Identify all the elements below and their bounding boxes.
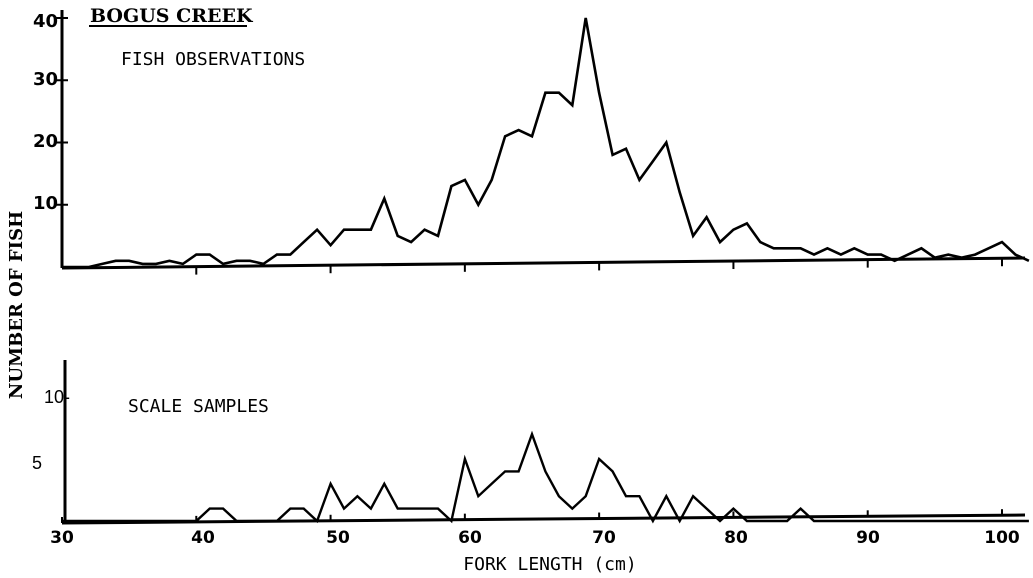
bottom-ytick-label-10: 10- [44,387,70,407]
axis-ticks [56,17,1003,523]
chart-title: BOGUS CREEK [90,5,254,27]
xtick-label-70: 70 [592,528,616,548]
xtick-label-80: 80 [724,528,748,548]
bottom-x-axis [61,513,1026,525]
top-ytick-label-20: 20 [33,131,58,152]
top-ytick-label-10: 10 [33,193,58,214]
top-x-axis [61,256,1026,270]
xtick-label-50: 50 [326,528,350,548]
top-subtitle: FISH OBSERVATIONS [121,49,305,70]
x-axis-label: FORK LENGTH (cm) [463,554,636,575]
scale-samples-line [62,430,1029,524]
xtick-label-40: 40 [191,528,215,548]
series-lines [62,17,1030,524]
fish-observations-line [62,17,1030,269]
y-axis-label: NUMBER OF FISH [6,211,27,399]
xtick-label-30: 30 [50,528,74,548]
axes [60,10,1026,525]
xtick-label-90: 90 [856,528,880,548]
top-ytick-label-40: 40 [33,11,58,32]
bottom-subtitle: SCALE SAMPLES [128,396,269,417]
xtick-label-60: 60 [458,528,482,548]
top-ytick-label-30: 30 [33,69,58,90]
bottom-ytick-label-5: 5 [32,453,42,473]
xtick-label-100: 100 [984,528,1020,548]
